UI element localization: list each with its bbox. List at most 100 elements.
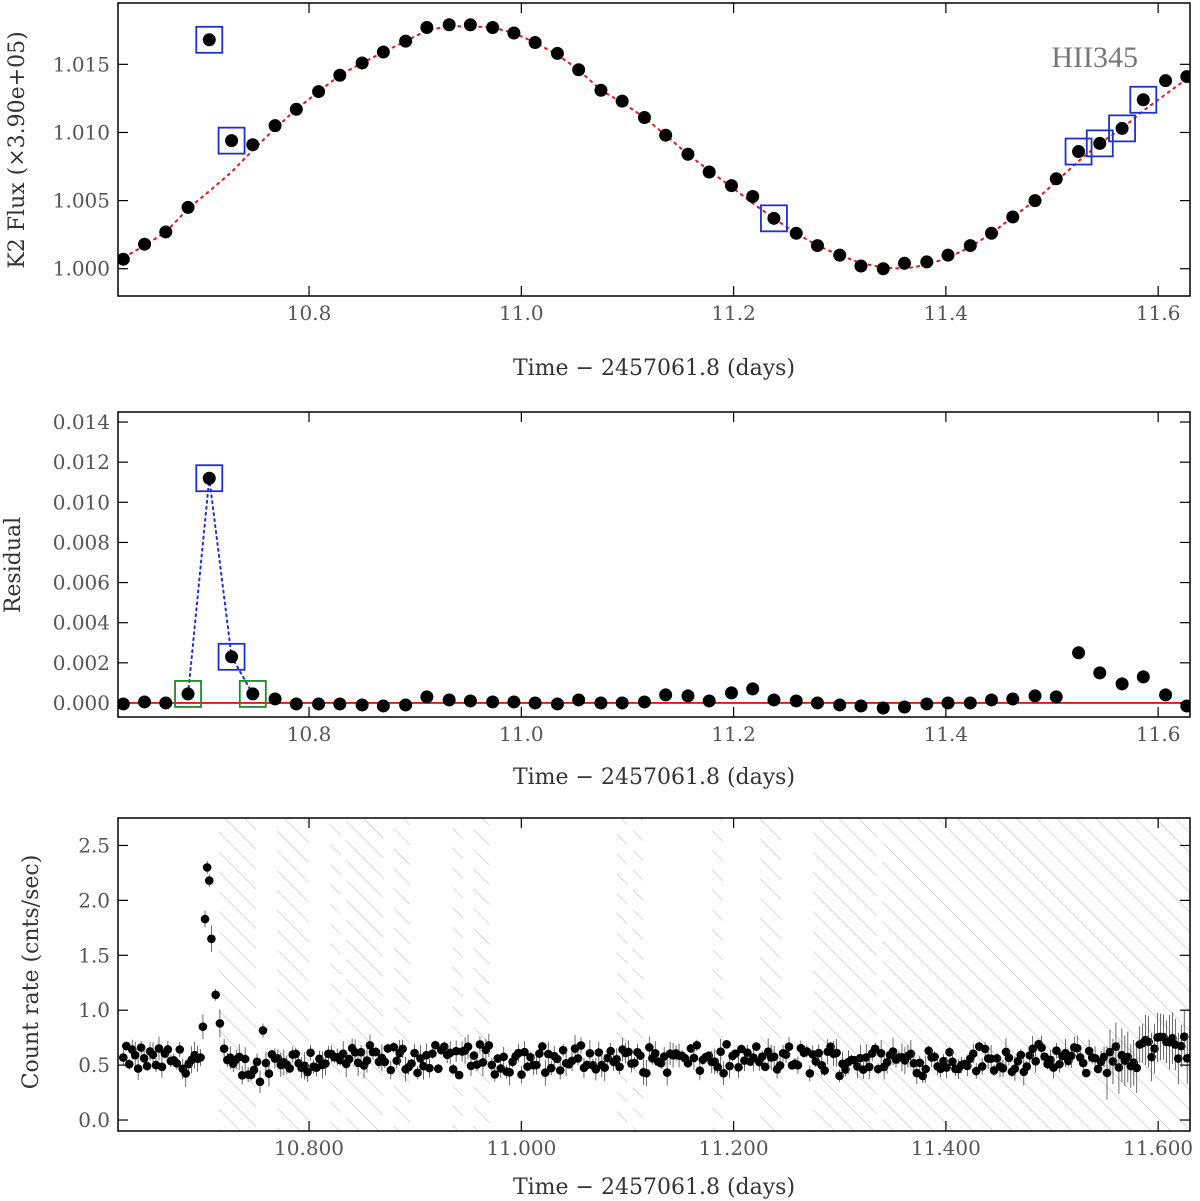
count-rate-point xyxy=(606,1046,615,1056)
count-rate-point xyxy=(1078,1058,1088,1068)
count-rate-point xyxy=(716,1047,725,1056)
count-rate-point xyxy=(757,1052,767,1061)
count-rate-point xyxy=(1114,1063,1124,1072)
count-rate-point xyxy=(249,1065,259,1075)
k2-flux-point xyxy=(420,21,434,35)
hatched-interval xyxy=(632,818,644,1131)
k2-flux-point xyxy=(1136,93,1150,107)
count-rate-point xyxy=(133,1064,143,1073)
residual-y-tick-label: 0.002 xyxy=(53,651,110,675)
k2-flux-point xyxy=(1028,194,1042,208)
count-rate-point xyxy=(1176,1041,1186,1051)
residual-x-tick-label: 11.0 xyxy=(499,722,544,746)
count-rate-point xyxy=(594,1048,604,1057)
count-rate-point xyxy=(139,1053,149,1063)
count-rate-point xyxy=(520,1047,529,1057)
count-rate-point xyxy=(749,1053,758,1062)
count-rate-point xyxy=(1046,1055,1055,1065)
count-rate-point xyxy=(713,1062,722,1072)
count-rate-point xyxy=(835,1071,844,1081)
k2-flux-y-tick-label: 1.000 xyxy=(53,257,110,281)
k2-flux-point xyxy=(528,36,542,50)
count-rate-point xyxy=(454,1070,464,1080)
count-rate-point xyxy=(722,1039,731,1049)
count-rate-point xyxy=(484,1041,494,1050)
count-rate-point xyxy=(1067,1051,1076,1061)
count-rate-point xyxy=(154,1044,164,1053)
count-rate-point xyxy=(805,1069,815,1078)
residual-point xyxy=(897,700,911,714)
residual-point xyxy=(442,693,456,707)
count-rate-x-tick-label: 10.800 xyxy=(274,1136,344,1160)
count-rate-point xyxy=(350,1048,360,1057)
count-rate-point xyxy=(942,1063,951,1072)
count-rate-point xyxy=(642,1068,651,1078)
residual-y-tick-label: 0.008 xyxy=(53,530,110,554)
k2-flux-y-tick-label: 1.015 xyxy=(53,52,110,76)
count-rate-point xyxy=(196,1053,205,1062)
count-rate-point xyxy=(977,1062,987,1071)
residual-x-axis-title: Time − 2457061.8 (days) xyxy=(513,765,795,790)
residual-point xyxy=(810,696,824,710)
k2-flux-point xyxy=(289,102,303,116)
k2-flux-point xyxy=(941,248,955,262)
k2-flux-point xyxy=(376,45,390,59)
residual-point xyxy=(1115,677,1129,691)
count-rate-point xyxy=(538,1042,547,1051)
count-rate-point xyxy=(219,1044,229,1053)
count-rate-point xyxy=(163,1045,173,1054)
count-rate-point xyxy=(200,914,210,924)
flare-marker-box xyxy=(217,642,246,671)
count-rate-point xyxy=(261,1058,271,1068)
count-rate-point xyxy=(1028,1044,1038,1054)
k2-flux-point xyxy=(225,134,239,148)
count-rate-point xyxy=(971,1066,981,1076)
k2-flux-point xyxy=(897,256,911,270)
count-rate-point xyxy=(645,1043,654,1052)
count-rate-point xyxy=(258,1026,268,1035)
count-rate-point xyxy=(1144,1037,1153,1047)
flare-marker-box xyxy=(1108,114,1136,143)
count-rate-point xyxy=(864,1062,874,1072)
count-rate-point xyxy=(148,1050,158,1060)
count-rate-point xyxy=(814,1048,824,1058)
k2-flux-x-tick-label: 11.6 xyxy=(1136,301,1181,325)
residual-y-tick-label: 0.006 xyxy=(53,571,110,595)
count-rate-point xyxy=(992,1054,1002,1063)
residual-plot-frame xyxy=(117,411,1191,718)
count-rate-point xyxy=(1055,1059,1064,1069)
count-rate-point xyxy=(198,1022,208,1031)
k2-flux-point xyxy=(312,85,326,99)
count-rate-point xyxy=(1052,1046,1061,1055)
count-rate-point xyxy=(475,1040,485,1049)
count-rate-point xyxy=(820,1066,829,1075)
count-rate-point xyxy=(948,1057,957,1066)
count-rate-point xyxy=(624,1047,633,1057)
count-rate-point xyxy=(526,1052,535,1062)
count-rate-point xyxy=(888,1047,898,1056)
count-rate-point xyxy=(719,1068,728,1078)
count-rate-point xyxy=(380,1057,390,1067)
count-rate-point xyxy=(211,990,220,1000)
count-rate-point xyxy=(124,1059,134,1069)
count-rate-point xyxy=(980,1044,990,1054)
count-rate-point xyxy=(576,1041,586,1050)
flare-marker-box xyxy=(195,464,224,493)
count-rate-point xyxy=(240,1054,250,1064)
residual-point xyxy=(724,686,738,700)
flare-marker-box xyxy=(1129,85,1158,114)
residual-y-tick-label: 0.000 xyxy=(53,691,110,715)
count-rate-point xyxy=(463,1042,473,1051)
count-rate-point xyxy=(921,1064,931,1074)
residual-point xyxy=(181,687,195,701)
count-rate-point xyxy=(338,1049,348,1059)
residual-point xyxy=(376,699,390,713)
count-rate-point xyxy=(870,1044,880,1054)
k2-flux-point xyxy=(767,211,781,225)
k2-flux-y-axis-title: K2 Flux (×3.90e+05) xyxy=(5,31,30,268)
hatched-interval xyxy=(882,818,1190,1131)
residual-point xyxy=(572,693,586,707)
residual-point xyxy=(746,682,760,696)
k2-flux-point xyxy=(550,46,564,60)
count-rate-point xyxy=(1037,1043,1046,1052)
